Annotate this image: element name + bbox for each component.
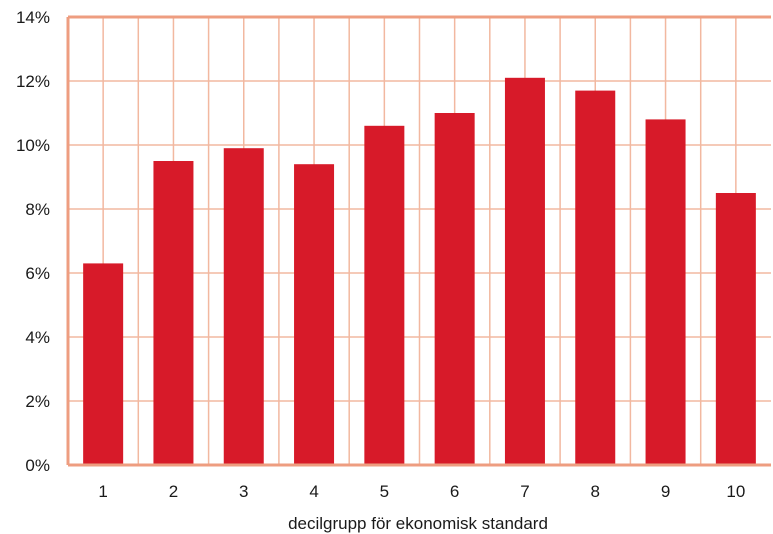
x-tick-label: 8 bbox=[591, 482, 600, 501]
x-axis-title: decilgrupp för ekonomisk standard bbox=[288, 514, 548, 533]
y-tick-label: 0% bbox=[25, 456, 50, 475]
y-tick-label: 10% bbox=[16, 136, 50, 155]
y-tick-label: 8% bbox=[25, 200, 50, 219]
bar-10 bbox=[715, 193, 756, 465]
x-tick-label: 5 bbox=[380, 482, 389, 501]
x-tick-label: 10 bbox=[726, 482, 745, 501]
y-tick-label: 2% bbox=[25, 392, 50, 411]
x-tick-labels: 1 2 3 4 5 6 7 8 9 10 bbox=[98, 482, 745, 501]
x-tick-label: 1 bbox=[98, 482, 107, 501]
x-tick-label: 3 bbox=[239, 482, 248, 501]
bar-3 bbox=[223, 148, 264, 465]
y-tick-label: 4% bbox=[25, 328, 50, 347]
y-tick-labels: 0% 2% 4% 6% 8% 10% 12% 14% bbox=[16, 8, 50, 475]
y-tick-label: 14% bbox=[16, 8, 50, 27]
x-tick-label: 4 bbox=[309, 482, 318, 501]
bar-7 bbox=[504, 77, 545, 466]
x-tick-label: 7 bbox=[520, 482, 529, 501]
bar-9 bbox=[645, 119, 686, 466]
x-tick-label: 9 bbox=[661, 482, 670, 501]
bar-2 bbox=[153, 161, 194, 465]
bar-6 bbox=[434, 113, 475, 465]
y-tick-label: 12% bbox=[16, 72, 50, 91]
bar-8 bbox=[575, 90, 616, 465]
bar-1 bbox=[83, 263, 124, 465]
y-tick-label: 6% bbox=[25, 264, 50, 283]
bar-4 bbox=[294, 164, 335, 465]
bars bbox=[83, 77, 756, 466]
x-tick-label: 2 bbox=[169, 482, 178, 501]
axes bbox=[66, 15, 771, 467]
x-tick-label: 6 bbox=[450, 482, 459, 501]
bar-5 bbox=[364, 125, 405, 466]
